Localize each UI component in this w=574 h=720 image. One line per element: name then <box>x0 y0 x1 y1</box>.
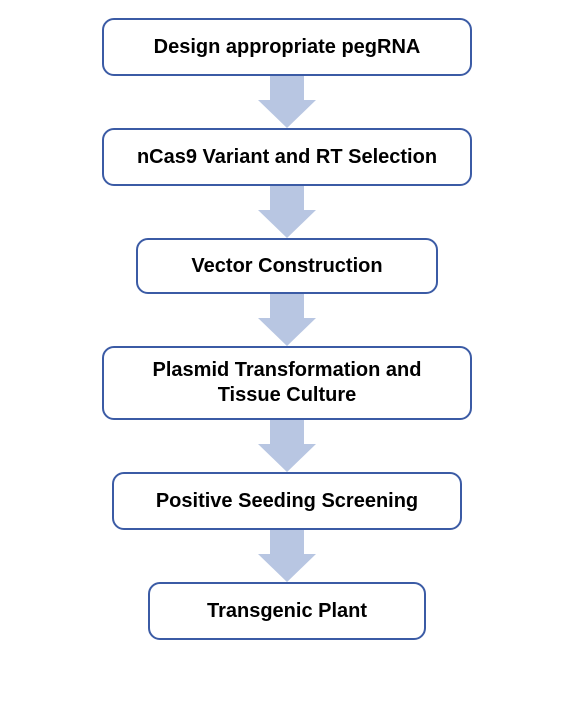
flow-arrow <box>258 420 316 472</box>
flow-node-n6: Transgenic Plant <box>148 582 426 640</box>
flow-node-n1: Design appropriate pegRNA <box>102 18 472 76</box>
flow-node-n2: nCas9 Variant and RT Selection <box>102 128 472 186</box>
flow-arrow <box>258 530 316 582</box>
flow-node-n4: Plasmid Transformation and Tissue Cultur… <box>102 346 472 420</box>
flow-arrow <box>258 294 316 346</box>
flow-arrow <box>258 186 316 238</box>
flow-node-n3: Vector Construction <box>136 238 438 294</box>
flow-arrow <box>258 76 316 128</box>
flowchart-container: Design appropriate pegRNA nCas9 Variant a… <box>102 18 472 640</box>
flow-node-n5: Positive Seeding Screening <box>112 472 462 530</box>
